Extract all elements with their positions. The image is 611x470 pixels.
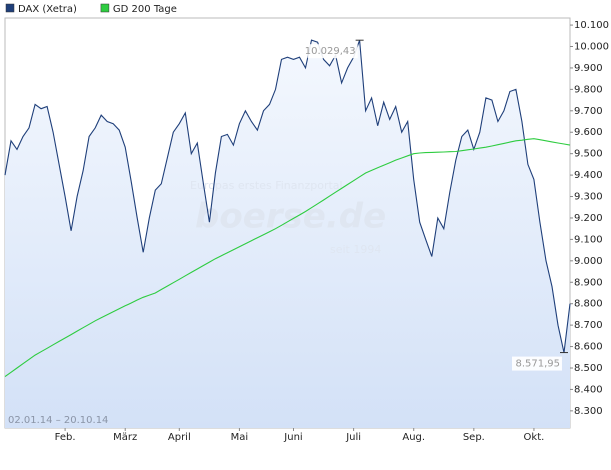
x-tick-label: Feb. bbox=[55, 432, 76, 443]
x-tick-label: April bbox=[168, 432, 191, 443]
x-tick-label: Sep. bbox=[463, 432, 485, 443]
x-tick-label: Aug. bbox=[402, 432, 425, 443]
watermark-tagline: Europas erstes Finanzportal bbox=[190, 179, 343, 192]
y-tick-label: 10.000 bbox=[574, 42, 609, 53]
y-tick-label: 9.800 bbox=[574, 84, 603, 95]
y-tick-label: 8.800 bbox=[574, 299, 603, 310]
y-tick-label: 8.500 bbox=[574, 363, 603, 374]
y-tick-label: 9.300 bbox=[574, 192, 603, 203]
y-tick-label: 8.600 bbox=[574, 342, 603, 353]
legend-swatch bbox=[100, 3, 110, 13]
watermark-brand: boerse.de bbox=[195, 197, 386, 237]
y-tick-label: 10.100 bbox=[574, 20, 609, 31]
series-line bbox=[4, 39, 571, 353]
y-tick-label: 8.400 bbox=[574, 384, 603, 395]
y-tick-label: 8.900 bbox=[574, 277, 603, 288]
y-tick-label: 9.900 bbox=[574, 63, 603, 74]
label-box bbox=[511, 356, 562, 371]
legend-label: DAX (Xetra) bbox=[18, 4, 77, 15]
legend-swatch bbox=[5, 3, 15, 13]
y-tick-label: 9.500 bbox=[574, 149, 603, 160]
series-line bbox=[4, 138, 571, 378]
legend-label: GD 200 Tage bbox=[113, 4, 177, 15]
date-range: 02.01.14 – 20.10.14 bbox=[8, 415, 108, 426]
value-label: 8.571,95 bbox=[515, 359, 560, 370]
y-tick-label: 9.700 bbox=[574, 106, 603, 117]
y-tick-label: 9.400 bbox=[574, 170, 603, 181]
label-box bbox=[307, 44, 358, 59]
watermark-since: seit 1994 bbox=[330, 243, 381, 256]
y-tick-label: 9.600 bbox=[574, 127, 603, 138]
x-tick-label: Juni bbox=[283, 432, 302, 443]
y-tick-label: 9.000 bbox=[574, 256, 603, 267]
x-tick-label: Okt. bbox=[524, 432, 545, 443]
x-tick-label: März bbox=[113, 432, 137, 443]
y-tick-label: 9.200 bbox=[574, 213, 603, 224]
x-tick-label: Juli bbox=[345, 432, 361, 443]
y-tick-label: 8.700 bbox=[574, 320, 603, 331]
value-label: 10.029,43 bbox=[305, 46, 356, 57]
y-tick-label: 8.300 bbox=[574, 406, 603, 417]
area-fill bbox=[5, 40, 570, 428]
x-tick-label: Mai bbox=[231, 432, 249, 443]
y-tick-label: 9.100 bbox=[574, 234, 603, 245]
